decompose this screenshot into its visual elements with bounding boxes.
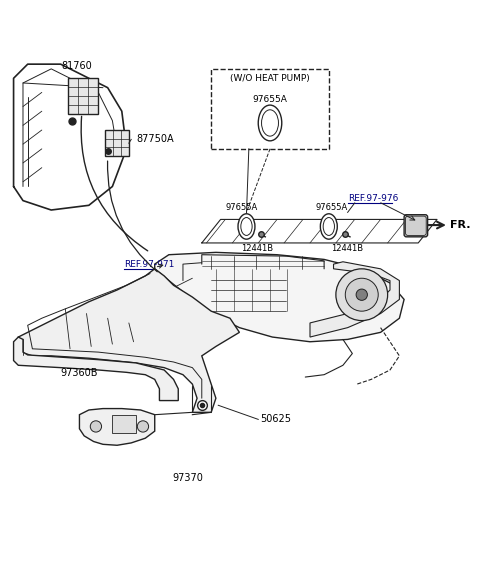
Polygon shape	[80, 408, 155, 445]
Polygon shape	[155, 252, 404, 342]
Ellipse shape	[238, 214, 255, 239]
Text: 97655A: 97655A	[252, 95, 288, 104]
Text: 97655A: 97655A	[315, 204, 348, 212]
Text: 87750A: 87750A	[136, 135, 174, 144]
FancyBboxPatch shape	[404, 215, 428, 237]
Ellipse shape	[137, 421, 149, 432]
Text: 97655A: 97655A	[226, 204, 258, 212]
Ellipse shape	[320, 214, 337, 239]
Polygon shape	[13, 337, 178, 401]
Text: 12441B: 12441B	[241, 244, 274, 253]
Ellipse shape	[90, 421, 102, 432]
Bar	[112, 415, 136, 433]
Text: 97360B: 97360B	[60, 368, 98, 378]
Ellipse shape	[345, 278, 378, 311]
Ellipse shape	[336, 269, 388, 321]
Text: REF.97-976: REF.97-976	[348, 194, 398, 203]
Bar	[211, 69, 329, 149]
Ellipse shape	[258, 105, 282, 141]
Text: REF.97-971: REF.97-971	[124, 260, 175, 269]
Text: 50625: 50625	[261, 414, 291, 425]
Polygon shape	[18, 269, 240, 412]
Ellipse shape	[356, 289, 367, 300]
Text: 81760: 81760	[62, 61, 93, 71]
Text: 97370: 97370	[172, 473, 203, 483]
Text: FR.: FR.	[450, 220, 471, 230]
Bar	[105, 130, 129, 156]
Text: (W/O HEAT PUMP): (W/O HEAT PUMP)	[230, 74, 310, 82]
Text: 12441B: 12441B	[332, 244, 364, 253]
Bar	[68, 78, 98, 114]
Polygon shape	[310, 262, 399, 337]
